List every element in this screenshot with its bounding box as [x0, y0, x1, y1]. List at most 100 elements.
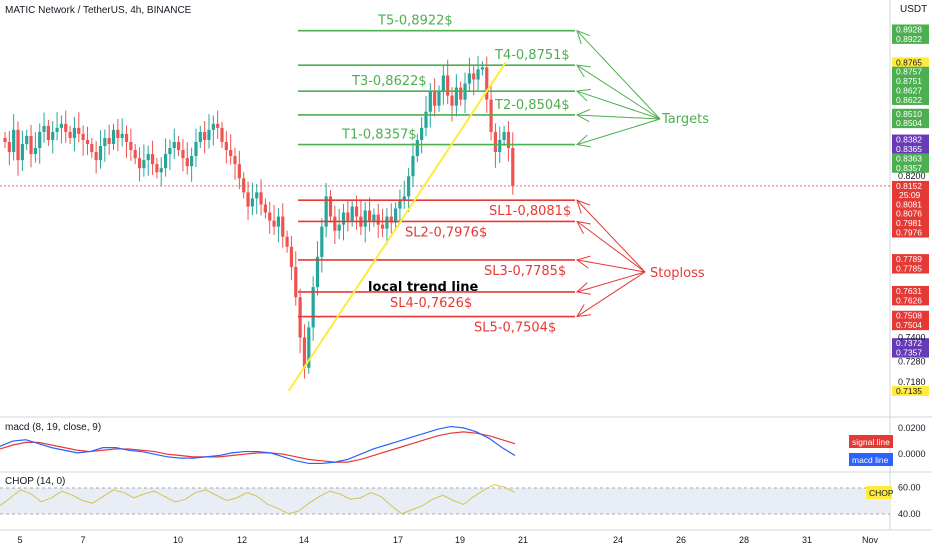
price-tag [892, 338, 929, 349]
price-tag-label: 0.8510 [896, 109, 922, 119]
candle-body [389, 216, 393, 223]
price-tag [892, 33, 929, 44]
candle-body [367, 210, 372, 221]
candle-body [51, 131, 55, 140]
price-tag [892, 218, 929, 229]
candle-body [398, 200, 402, 209]
price-tag-label: 0.8357 [896, 163, 922, 173]
chop-tag: CHOP [869, 488, 894, 498]
price-tag-label: 0.8152 [896, 181, 922, 191]
candle-body [385, 216, 389, 229]
candle-body [116, 129, 120, 138]
candle-body [77, 127, 81, 134]
stoploss-label: SL4-0,7626$ [390, 296, 472, 311]
trend-line [287, 61, 507, 392]
candle-body [25, 135, 29, 144]
candle-body [324, 196, 328, 227]
price-tag-label: 0.8622 [896, 95, 922, 105]
trend-line-label: local trend line [368, 280, 479, 295]
price-tag [892, 143, 929, 154]
price-tag-label: 0.8081 [896, 199, 922, 209]
price-tag [892, 254, 929, 265]
x-tick-label: 5 [17, 535, 22, 545]
time-axis-group: 5 7 10 12 14 17 19 21 24 26 28 31 Nov [17, 535, 878, 545]
macd-tick-label: 0.0200 [898, 423, 926, 433]
stoploss-arrow [576, 259, 646, 273]
candle-body [120, 133, 124, 138]
candle-body [411, 156, 415, 177]
stoploss-arrow [576, 221, 646, 273]
candle-body [394, 208, 398, 223]
stoploss-arrowhead [575, 282, 591, 295]
signal-line-tag-bg [849, 435, 893, 448]
candle-body [250, 198, 254, 207]
candle-body [185, 158, 189, 167]
candle-body [350, 206, 354, 221]
candle-body [298, 297, 302, 338]
x-tick-label: 19 [455, 535, 465, 545]
candle-body [294, 266, 298, 298]
chop-line [0, 484, 516, 515]
candle-body [68, 131, 72, 138]
macd-line [0, 425, 516, 465]
candle-body [159, 168, 163, 173]
price-tag-label: 0.7631 [896, 286, 922, 296]
macd-line-tag-bg [849, 453, 893, 466]
macd-line-tag: macd line [852, 455, 889, 465]
candle-body [111, 129, 116, 144]
x-tick-label: Nov [862, 535, 879, 545]
candle-body [177, 141, 181, 151]
candle-body [246, 192, 250, 207]
candle-body [107, 137, 111, 144]
y-tick-label: 0.7280 [898, 357, 926, 367]
signal-line-tag: signal line [852, 437, 890, 447]
x-tick-label: 28 [739, 535, 749, 545]
candle-body [207, 129, 211, 140]
candle-body [150, 154, 155, 165]
candle-body [38, 131, 42, 149]
price-tag-label: 0.7357 [896, 348, 922, 358]
targets-arrowhead [576, 29, 591, 45]
candle-body [402, 196, 406, 201]
price-tag [892, 57, 929, 68]
candle-body [90, 143, 94, 153]
trend-group: local trend line [287, 61, 507, 392]
targets-arrowhead [575, 88, 591, 102]
stoploss-arrowhead [575, 255, 591, 269]
price-tag-label: 0.8757 [896, 67, 922, 77]
candle-body [133, 150, 137, 159]
targets-arrowhead [575, 109, 591, 123]
candle-body [467, 73, 471, 84]
price-tag [892, 263, 929, 274]
price-tag-label: 0.8504 [896, 118, 922, 128]
macd-group [0, 425, 516, 465]
stoploss-label: SL5-0,7504$ [474, 321, 556, 336]
candle-body [46, 125, 50, 140]
price-tag-label: 0.7626 [896, 295, 922, 305]
stoploss-arrow [576, 271, 646, 317]
candle-body [216, 123, 220, 128]
price-tag-label: 0.8928 [896, 24, 922, 34]
main-pane[interactable] [0, 0, 890, 417]
candle-body [3, 137, 7, 142]
levels-group: T1-0,8357$ T2-0,8504$ T3-0,8622$ T4-0,8751$… [298, 14, 709, 336]
price-tag-label: 0.7981 [896, 218, 922, 228]
price-tag-label: 0.8382 [896, 135, 922, 145]
targets-arrow [576, 90, 661, 120]
candle-body [268, 212, 272, 221]
chop-group [0, 484, 516, 515]
targets-arrow [576, 30, 661, 120]
chop-band [0, 488, 890, 514]
candle-body [190, 156, 194, 167]
price-tag [892, 134, 929, 145]
candle-body [233, 156, 237, 165]
candle-body [124, 133, 129, 142]
chop-tag-bg [866, 486, 892, 499]
candle-body [146, 154, 150, 161]
price-axis-group: 0.8200 0.7400 0.7280 0.7180 0.0200 0.0000 60.0… [898, 171, 926, 519]
price-tag [892, 118, 929, 129]
candle-body [224, 141, 228, 151]
candle-body [137, 158, 142, 169]
